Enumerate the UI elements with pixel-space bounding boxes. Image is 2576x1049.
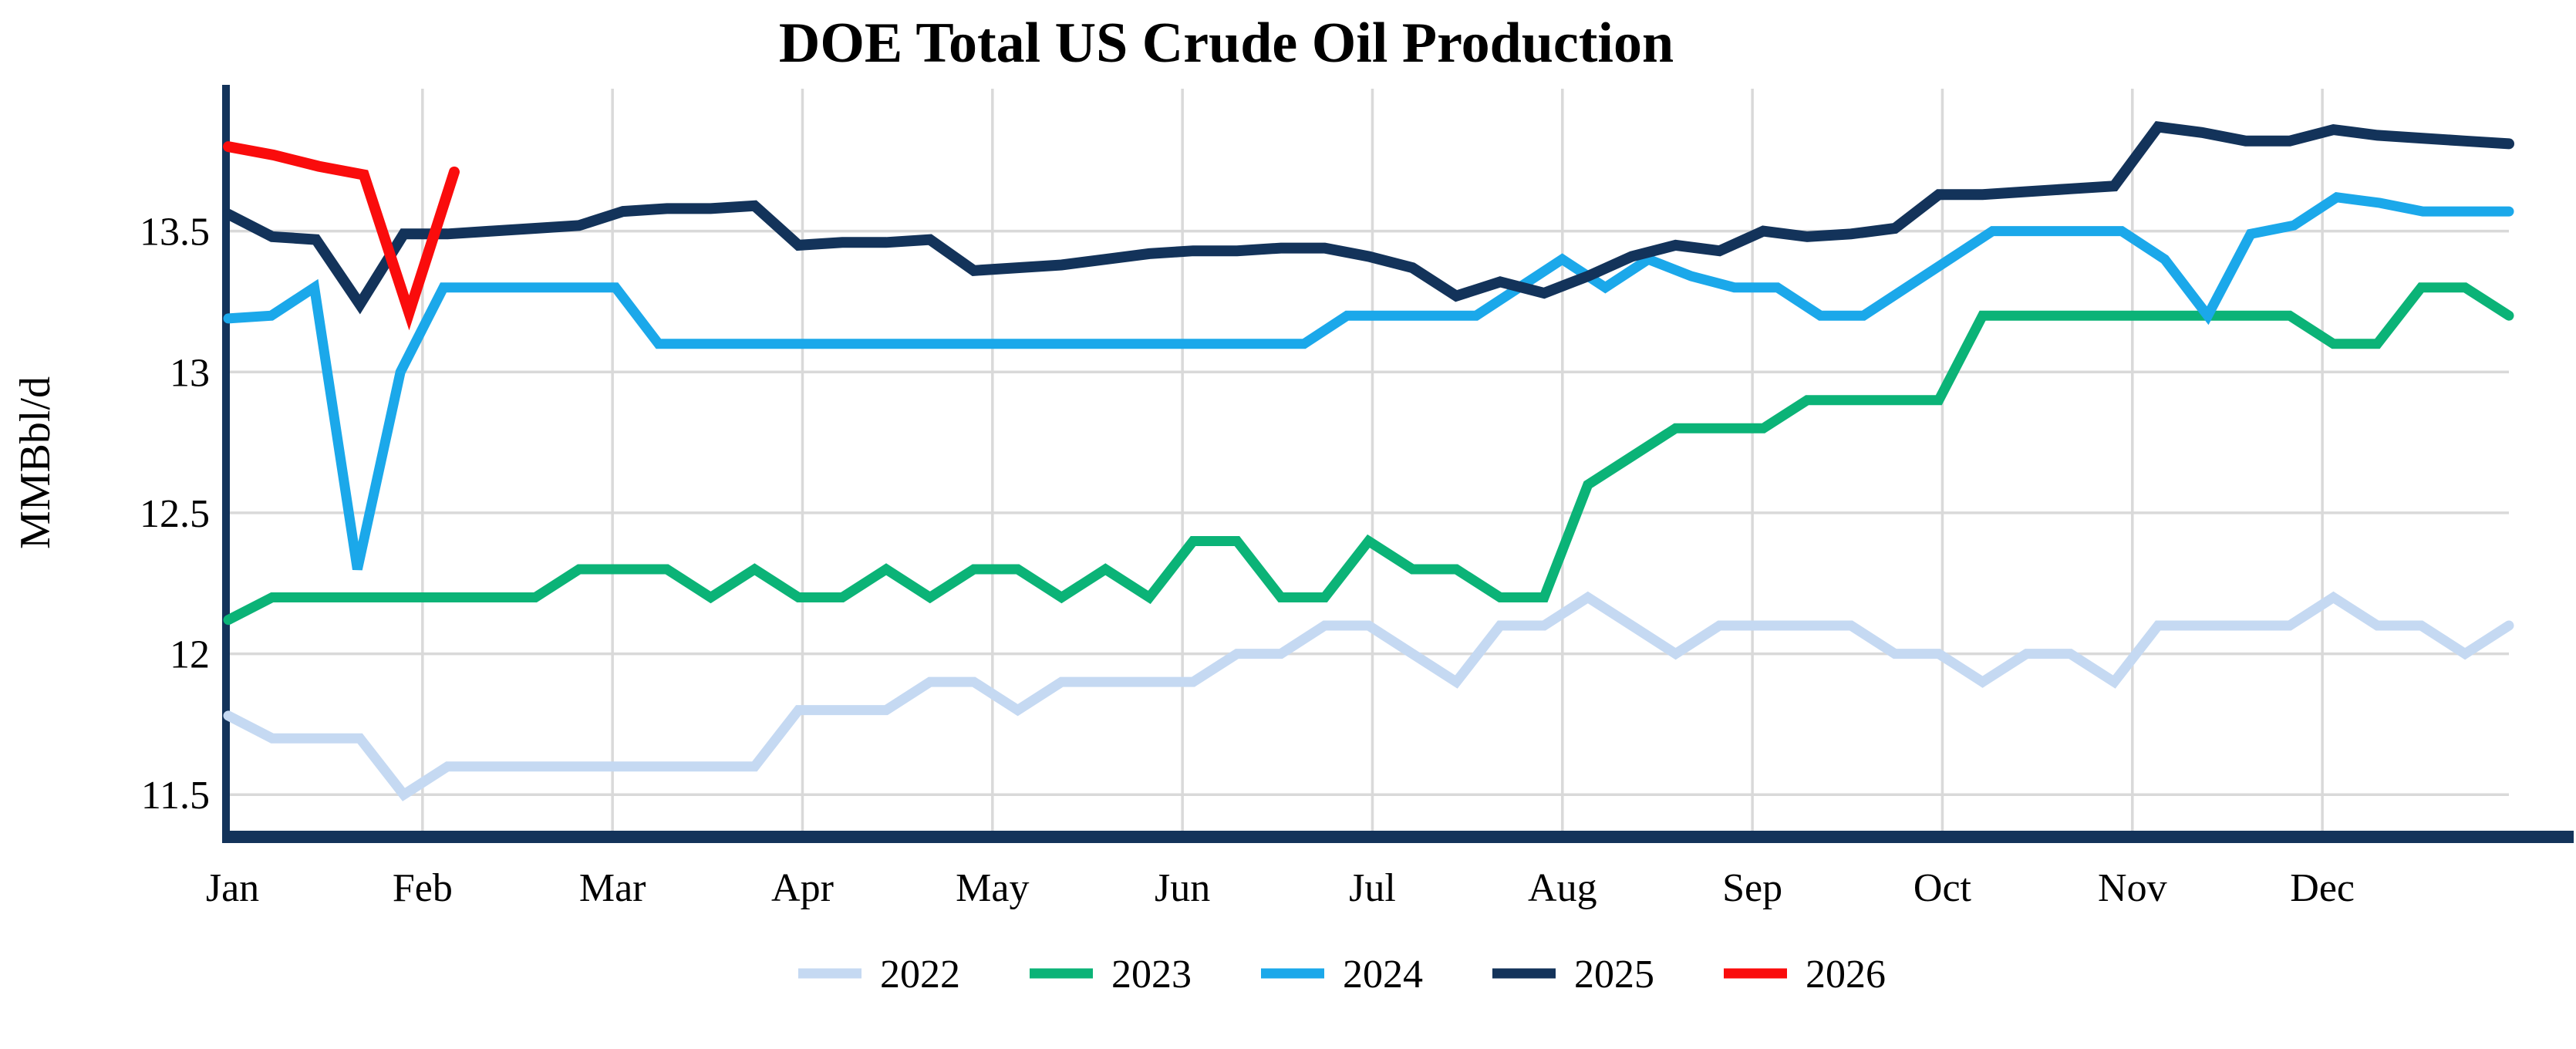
y-axis-spine — [222, 85, 230, 843]
y-tick-label-12.5: 12.5 — [140, 492, 210, 536]
series-lines — [223, 121, 2514, 801]
y-tick-label-11.5: 11.5 — [141, 774, 210, 818]
x-tick-label-Oct: Oct — [1913, 866, 1972, 910]
x-tick-label-Dec: Dec — [2290, 866, 2355, 910]
gridlines — [226, 89, 2509, 837]
legend-label-2025: 2025 — [1574, 953, 1654, 997]
x-tick-label-Jul: Jul — [1349, 866, 1396, 910]
series-line-2024 — [223, 192, 2514, 571]
x-tick-label-Jan: Jan — [206, 866, 259, 910]
x-tick-labels: Jan Feb Mar Apr May Jun Jul Aug Sep Oct Nov Dec — [206, 866, 2355, 910]
series-line-2022 — [223, 591, 2514, 801]
x-tick-label-May: May — [956, 866, 1029, 910]
x-tick-label-Apr: Apr — [771, 866, 834, 910]
x-tick-label-Sep: Sep — [1722, 866, 1782, 910]
legend-label-2024: 2024 — [1343, 953, 1423, 997]
axis-spines — [222, 85, 2574, 843]
x-tick-label-Nov: Nov — [2098, 866, 2167, 910]
legend: 2022 2023 2024 2025 2026 — [798, 953, 1886, 997]
x-axis-spine — [222, 831, 2574, 843]
chart-title: DOE Total US Crude Oil Production — [779, 12, 1674, 75]
y-tick-label-13: 13 — [170, 351, 210, 395]
series-line-2023 — [223, 282, 2514, 626]
x-tick-label-Mar: Mar — [579, 866, 646, 910]
legend-label-2026: 2026 — [1806, 953, 1886, 997]
y-tick-label-12: 12 — [170, 633, 210, 677]
y-tick-label-13.5: 13.5 — [140, 211, 210, 255]
x-tick-label-Jun: Jun — [1155, 866, 1210, 910]
y-axis-title: MMBbl/d — [12, 376, 59, 549]
legend-label-2023: 2023 — [1111, 953, 1192, 997]
series-line-2026 — [223, 141, 460, 331]
y-tick-labels: 13.5 13 12.5 12 11.5 — [140, 211, 210, 818]
legend-label-2022: 2022 — [880, 953, 960, 997]
x-tick-label-Aug: Aug — [1528, 866, 1597, 910]
series-line-2025 — [223, 121, 2514, 315]
x-tick-label-Feb: Feb — [393, 866, 453, 910]
